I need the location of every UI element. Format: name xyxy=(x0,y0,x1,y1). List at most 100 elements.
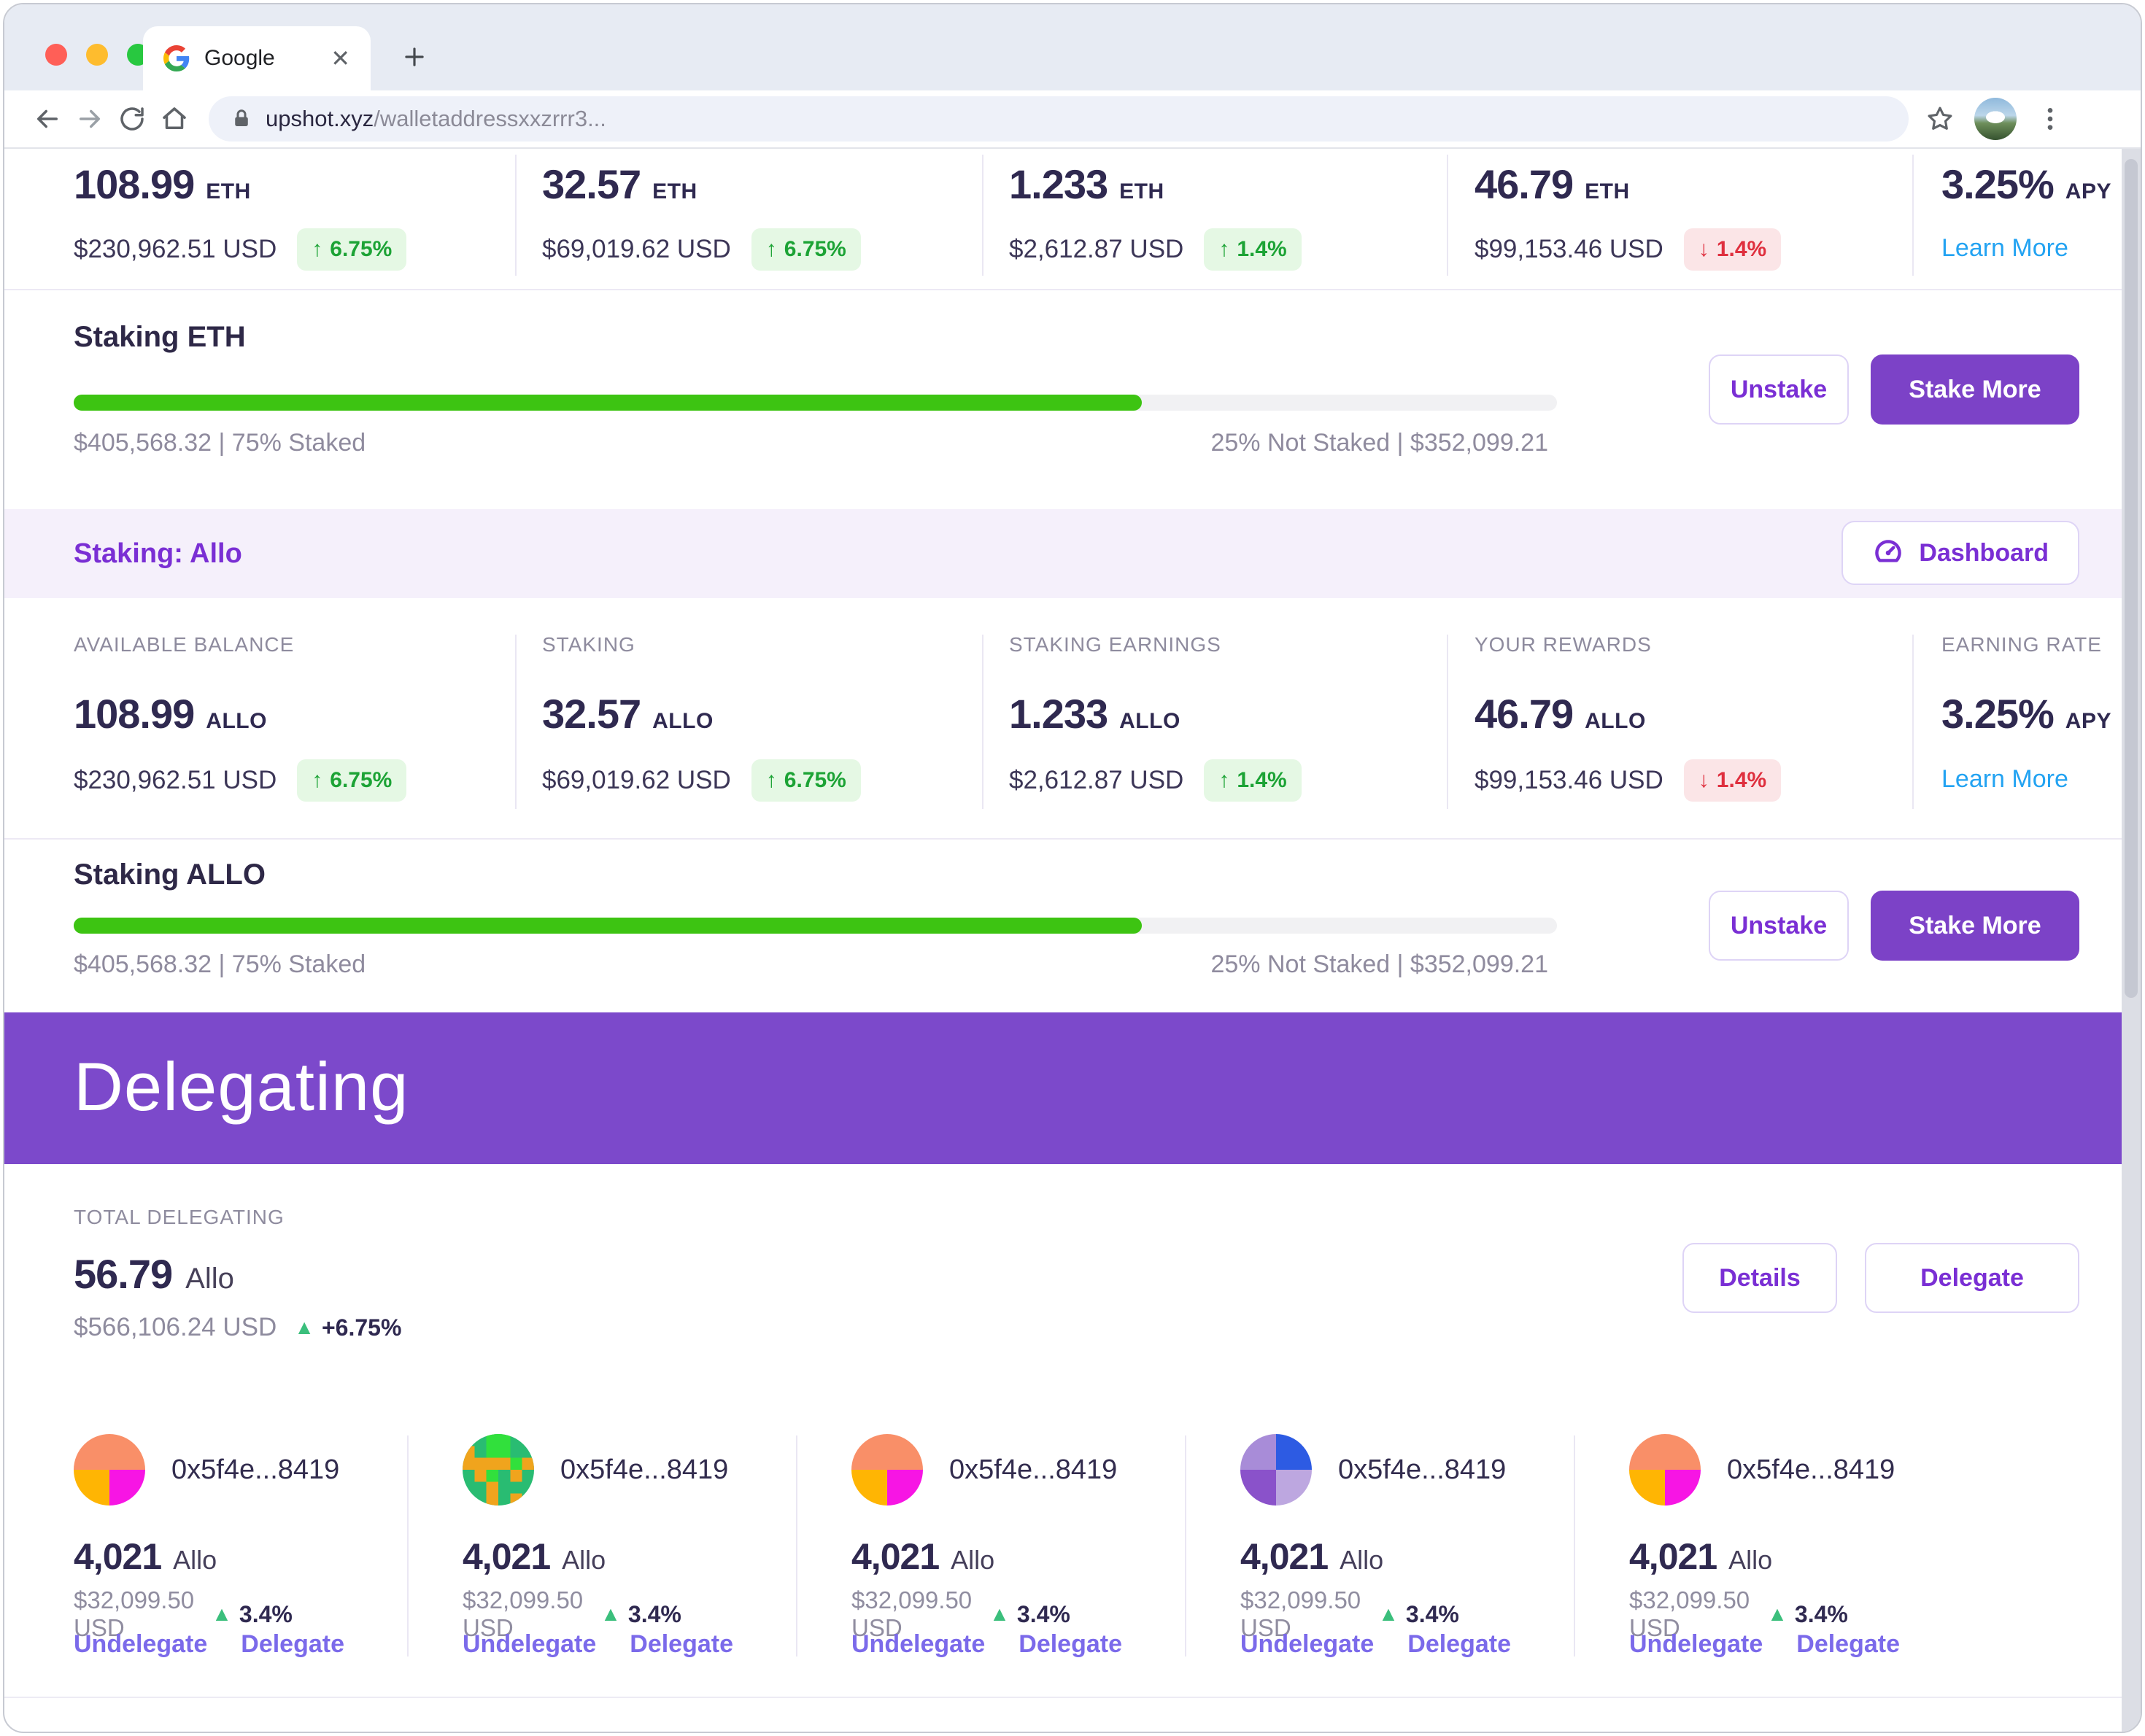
details-button[interactable]: Details xyxy=(1682,1243,1837,1313)
delegate-cards-row: 0x5f4e...8419 4,021 Allo $32,099.50 USD ▲ 3… xyxy=(4,1395,2141,1698)
browser-window: Google ✕ upshot.xyz/walletaddressxxzrrr3… xyxy=(3,3,2142,1733)
forward-button[interactable] xyxy=(69,98,111,140)
unstake-button[interactable]: Unstake xyxy=(1709,891,1849,961)
staking-allo-header: Staking: Allo Dashboard xyxy=(4,509,2141,598)
triangle-up-icon: ▲ xyxy=(989,1603,1010,1625)
new-tab-button[interactable] xyxy=(398,41,430,73)
change-badge: ↑ 1.4% xyxy=(1204,228,1302,271)
dashboard-button[interactable]: Dashboard xyxy=(1841,521,2079,585)
minimize-window-button[interactable] xyxy=(86,44,108,66)
total-delegating-section: TOTAL DELEGATING 56.79 Allo $566,106.24 … xyxy=(4,1164,2141,1395)
menu-dots-icon[interactable] xyxy=(2036,104,2065,133)
arrow-up-icon: ↑ xyxy=(765,237,777,261)
staked-label: $405,568.32 | 75% Staked xyxy=(74,429,366,457)
home-button[interactable] xyxy=(153,98,196,140)
delegate-link[interactable]: Delegate xyxy=(241,1630,344,1658)
arrow-down-icon: ↓ xyxy=(1698,237,1709,261)
allo-stat-earning-rate: EARNING RATE 3.25% APY Learn More xyxy=(1941,633,2111,793)
back-button[interactable] xyxy=(26,98,69,140)
delegate-link[interactable]: Delegate xyxy=(1019,1630,1122,1658)
allo-stat-staking: STAKING 32.57 ALLO $69,019.62 USD ↑ 6.75% xyxy=(542,633,861,802)
close-window-button[interactable] xyxy=(45,44,67,66)
staking-eth-section: Staking ETH $405,568.32 | 75% Staked 25%… xyxy=(4,290,2141,509)
delegate-link[interactable]: Delegate xyxy=(1796,1630,1900,1658)
gauge-icon xyxy=(1872,537,1904,569)
allo-stat-rewards: YOUR REWARDS 46.79 ALLO $99,153.46 USD ↓ 1… xyxy=(1475,633,1782,802)
change-badge: ↓ 1.4% xyxy=(1683,228,1782,271)
eth-stat-available: 108.99 ETH $230,962.51 USD ↑ 6.75% xyxy=(74,160,407,271)
triangle-up-icon: ▲ xyxy=(600,1603,621,1625)
delegate-button[interactable]: Delegate xyxy=(1865,1243,2079,1313)
change-badge: ↑ 6.75% xyxy=(751,759,861,802)
undelegate-link[interactable]: Undelegate xyxy=(1629,1630,1763,1658)
unstake-button[interactable]: Unstake xyxy=(1709,354,1849,425)
eth-stat-earning-rate: 3.25% APY Learn More xyxy=(1941,161,2111,262)
url-text: upshot.xyz/walletaddressxxzrrr3... xyxy=(266,106,606,131)
allo-header-title: Staking: Allo xyxy=(74,538,242,569)
staking-allo-section: Staking ALLO $405,568.32 | 75% Staked 25… xyxy=(4,840,2141,1012)
delegating-banner: Delegating xyxy=(4,1012,2141,1164)
triangle-up-icon: ▲ xyxy=(1767,1603,1788,1625)
page-scrollbar[interactable] xyxy=(2122,149,2141,1732)
arrow-up-icon: ↑ xyxy=(312,768,323,792)
stake-more-button[interactable]: Stake More xyxy=(1871,891,2079,961)
pie-avatar xyxy=(74,1434,145,1506)
staked-label: $405,568.32 | 75% Staked xyxy=(74,950,366,978)
wallet-address: 0x5f4e...8419 xyxy=(560,1454,729,1485)
tab-strip: Google ✕ xyxy=(4,4,2141,90)
pie-avatar xyxy=(851,1434,923,1506)
scrollbar-thumb[interactable] xyxy=(2125,159,2138,998)
undelegate-link[interactable]: Undelegate xyxy=(851,1630,986,1658)
identicon-avatar xyxy=(463,1434,534,1506)
section-title: Staking ETH xyxy=(74,321,246,353)
not-staked-label: 25% Not Staked | $352,099.21 xyxy=(1210,429,1548,457)
lock-icon xyxy=(231,108,252,130)
eth-stat-rewards: 46.79 ETH $99,153.46 USD ↓ 1.4% xyxy=(1475,160,1782,271)
tab-close-icon[interactable]: ✕ xyxy=(331,45,350,71)
profile-avatar[interactable] xyxy=(1974,98,2017,140)
triangle-up-icon: ▲ xyxy=(294,1316,314,1338)
delegate-link[interactable]: Delegate xyxy=(1407,1630,1511,1658)
section-title: Staking ALLO xyxy=(74,859,266,891)
page-content: 108.99 ETH $230,962.51 USD ↑ 6.75% 32.57 ET… xyxy=(4,149,2141,1698)
wallet-address: 0x5f4e...8419 xyxy=(949,1454,1118,1485)
staked-fill xyxy=(74,395,1142,411)
change-badge: ↑ 6.75% xyxy=(297,759,407,802)
change-badge: ↑ 1.4% xyxy=(1204,759,1302,802)
learn-more-link[interactable]: Learn More xyxy=(1941,234,2068,262)
eth-stat-staking: 32.57 ETH $69,019.62 USD ↑ 6.75% xyxy=(542,160,861,271)
arrow-up-icon: ↑ xyxy=(1218,768,1230,792)
delegate-link[interactable]: Delegate xyxy=(630,1630,733,1658)
google-favicon-icon xyxy=(163,45,190,71)
wallet-address: 0x5f4e...8419 xyxy=(1338,1454,1507,1485)
staking-progress-bar xyxy=(74,395,1557,411)
arrow-up-icon: ↑ xyxy=(312,237,323,261)
wallet-address: 0x5f4e...8419 xyxy=(171,1454,340,1485)
staked-fill xyxy=(74,918,1142,934)
not-staked-label: 25% Not Staked | $352,099.21 xyxy=(1210,950,1548,978)
change-badge: ↓ 1.4% xyxy=(1683,759,1782,802)
allo-stat-earnings: STAKING EARNINGS 1.233 ALLO $2,612.87 USD… xyxy=(1009,633,1302,802)
allo-stats-row: AVAILABLE BALANCE 108.99 ALLO $230,962.51… xyxy=(4,598,2141,840)
triangle-up-icon: ▲ xyxy=(212,1603,232,1625)
total-delegating-label: TOTAL DELEGATING xyxy=(74,1206,285,1228)
eth-stat-earnings: 1.233 ETH $2,612.87 USD ↑ 1.4% xyxy=(1009,160,1302,271)
learn-more-link[interactable]: Learn More xyxy=(1941,765,2068,793)
reload-button[interactable] xyxy=(111,98,153,140)
tab-title: Google xyxy=(204,46,275,70)
undelegate-link[interactable]: Undelegate xyxy=(74,1630,208,1658)
undelegate-link[interactable]: Undelegate xyxy=(1240,1630,1375,1658)
undelegate-link[interactable]: Undelegate xyxy=(463,1630,597,1658)
staking-progress-bar xyxy=(74,918,1557,934)
bookmark-star-icon[interactable] xyxy=(1925,104,1955,134)
quad-avatar xyxy=(1240,1434,1312,1506)
address-bar[interactable]: upshot.xyz/walletaddressxxzrrr3... xyxy=(209,96,1909,142)
stake-more-button[interactable]: Stake More xyxy=(1871,354,2079,425)
banner-title: Delegating xyxy=(74,1048,409,1125)
change-badge: ↑ 6.75% xyxy=(751,228,861,271)
arrow-up-icon: ↑ xyxy=(1218,237,1230,261)
triangle-up-icon: ▲ xyxy=(1378,1603,1399,1625)
window-controls xyxy=(45,44,149,66)
change-badge: ↑ 6.75% xyxy=(297,228,407,271)
browser-tab[interactable]: Google ✕ xyxy=(143,26,371,90)
